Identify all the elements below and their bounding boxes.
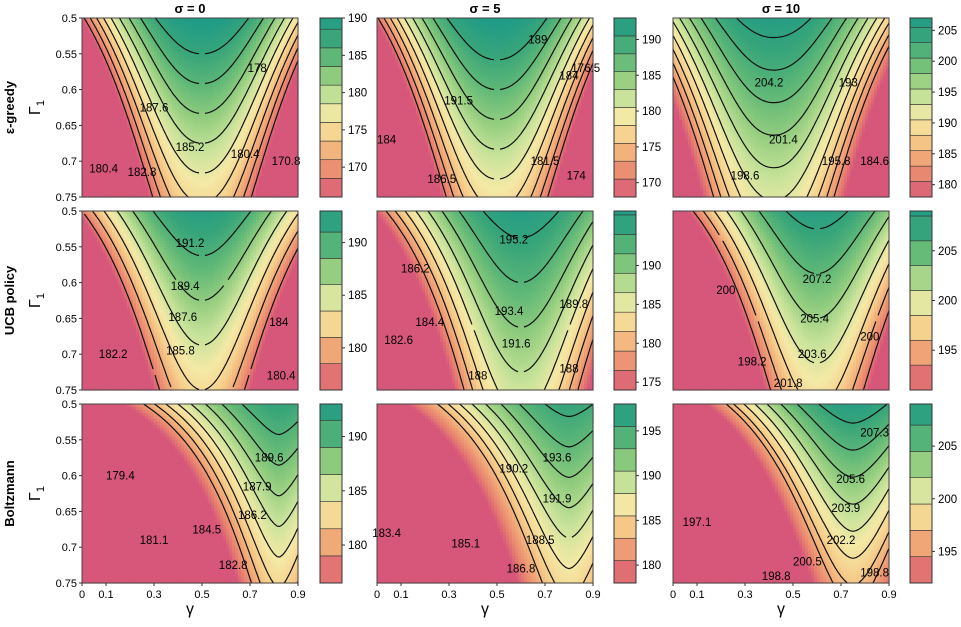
contour-label: 185.2 (176, 142, 205, 154)
colorbar-band (320, 66, 342, 85)
y-tick-label: 0.6 (62, 85, 77, 97)
contour-label: 170.8 (272, 156, 301, 168)
colorbar-tick-label: 170 (348, 162, 367, 174)
colorbar-tick-label: 175 (348, 125, 367, 137)
contour-label: 187.6 (140, 103, 169, 115)
contour-label: 178 (248, 63, 267, 75)
colorbar-band (320, 85, 342, 104)
y-tick-label: 0.5 (62, 13, 77, 25)
colorbar-band (320, 18, 342, 29)
y-tick-label: 0.7 (62, 156, 77, 168)
colorbar-band (320, 29, 342, 48)
colorbar-band (320, 48, 342, 67)
contour-label: 180.4 (89, 163, 118, 175)
colorbar-band (320, 178, 342, 197)
contour-label: 182.8 (128, 167, 157, 179)
colorbar-tick-label: 190 (348, 13, 367, 25)
colorbar-band (320, 122, 342, 141)
y-tick-label: 0.75 (56, 192, 77, 204)
contour-panel: 187.6 185.2 182.8 180.4 178 180.4 170.8 0.5 0.55… (56, 13, 301, 204)
colorbar-band (320, 104, 342, 123)
contour-label: 180.4 (231, 149, 260, 161)
colorbar-band (320, 160, 342, 179)
colorbar-tick-label: 185 (348, 50, 367, 62)
colorbar-band (320, 141, 342, 160)
y-tick-label: 0.65 (56, 120, 77, 132)
colorbar-tick-label: 180 (348, 88, 367, 100)
colorbar: 170 175 180 185 190 (320, 13, 367, 197)
y-tick-label: 0.55 (56, 49, 77, 61)
